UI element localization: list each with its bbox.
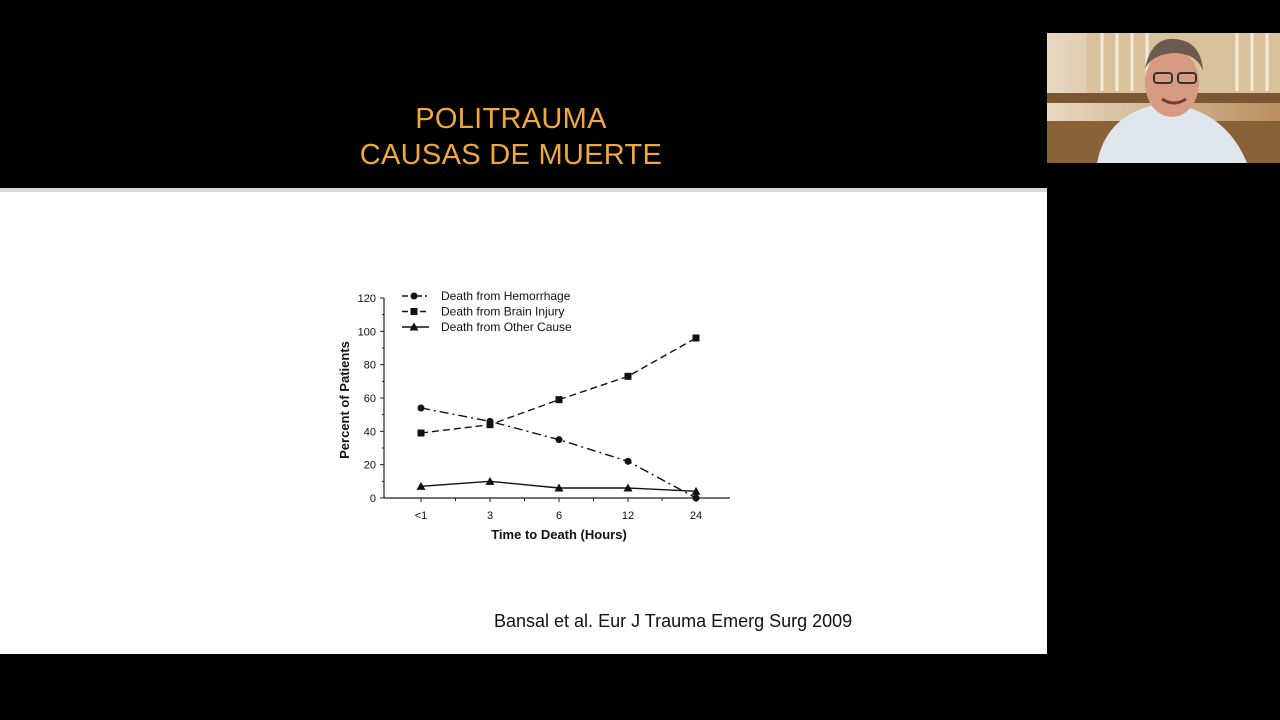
presenter-video-icon [1047, 33, 1280, 163]
x-tick-label: 24 [690, 510, 702, 522]
y-tick-label: 40 [364, 426, 376, 438]
legend-label: Death from Other Cause [441, 320, 572, 334]
legend-label: Death from Brain Injury [441, 305, 564, 319]
x-tick-label: 3 [487, 510, 493, 522]
bottom-bar [0, 654, 1280, 720]
y-tick-label: 100 [358, 326, 376, 338]
presenter-webcam[interactable] [1047, 33, 1280, 163]
data-point [624, 372, 632, 380]
y-tick-label: 80 [364, 360, 376, 372]
line-chart: 0 20 40 60 80 100 120 <1 3 6 12 24 Time to Death (Ho… [337, 289, 730, 542]
data-point [691, 486, 701, 495]
x-tick-label: 12 [622, 510, 634, 522]
citation-text: Bansal et al. Eur J Trauma Emerg Surg 20… [494, 611, 853, 631]
data-point [555, 436, 563, 444]
x-tick-label: <1 [415, 510, 428, 522]
data-point [417, 404, 425, 412]
data-point [555, 396, 563, 404]
series-line-2 [420, 337, 697, 434]
legend-label: Death from Hemorrhage [441, 289, 571, 303]
x-axis-title: Time to Death (Hours) [491, 527, 627, 542]
data-point [416, 481, 426, 490]
data-point [417, 429, 425, 437]
y-tick-label: 0 [370, 493, 376, 505]
y-tick-label: 60 [364, 393, 376, 405]
header-divider [0, 188, 1047, 192]
data-point [692, 494, 700, 502]
x-tick-label: 6 [556, 510, 562, 522]
legend-marker [410, 292, 418, 300]
slide-title-line-2: CAUSAS DE MUERTE [359, 139, 663, 171]
data-point [624, 457, 632, 465]
y-tick-label: 20 [364, 460, 376, 472]
data-point [692, 334, 700, 342]
data-point [623, 483, 633, 492]
legend-marker [409, 322, 419, 331]
y-axis-title: Percent of Patients [337, 341, 352, 459]
slide-header: POLITRAUMA CAUSAS DE MUERTE [0, 0, 1047, 188]
legend-marker [410, 308, 418, 315]
data-point [554, 483, 564, 492]
data-point [486, 421, 494, 429]
slide-body: 0 20 40 60 80 100 120 <1 3 6 12 24 Time to Death (Ho… [0, 192, 1047, 654]
data-point [485, 476, 495, 485]
y-tick-label: 120 [358, 293, 376, 305]
slide-title-line-1: POLITRAUMA [415, 103, 607, 135]
